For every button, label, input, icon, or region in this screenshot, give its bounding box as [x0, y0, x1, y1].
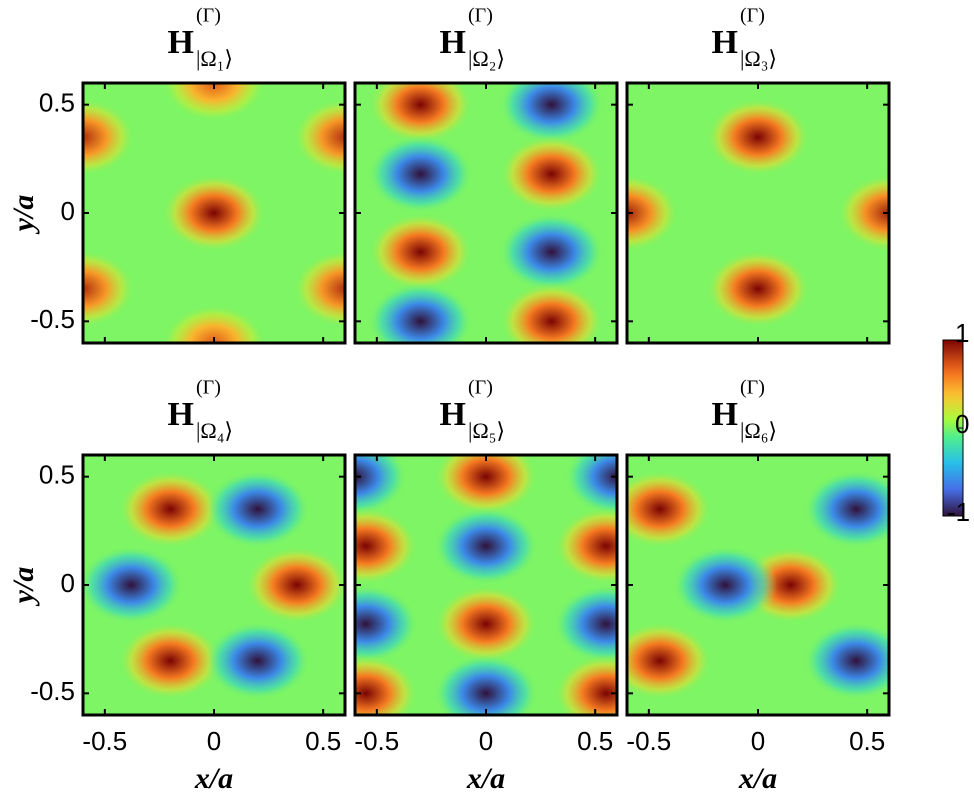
field-lobe — [553, 654, 617, 715]
panel-title-subscript: |Ω₃⟩ — [740, 46, 777, 71]
field-lobe — [368, 282, 473, 343]
panel-title-superscript: (Γ) — [740, 5, 765, 27]
field-lobe — [564, 455, 617, 516]
field-lobe — [117, 621, 223, 700]
field-lobe — [244, 546, 345, 624]
field-lobe — [83, 98, 136, 177]
heatmap — [627, 455, 889, 715]
y-tick-label: 0.5 — [39, 460, 75, 490]
field-lobe — [627, 470, 713, 549]
x-tick-label: -0.5 — [82, 726, 127, 756]
field-lobe — [627, 621, 713, 700]
field-lobe — [499, 213, 604, 291]
y-tick-label: 0 — [61, 568, 75, 598]
panel-title: H — [440, 24, 466, 61]
x-tick-label: -0.5 — [626, 726, 671, 756]
field-lobe — [433, 585, 539, 663]
y-tick-label: 0.5 — [39, 88, 75, 118]
colorbar-tick-label: 0 — [955, 409, 969, 439]
field-lobe — [368, 135, 473, 213]
field-lobe — [83, 546, 184, 624]
y-tick-label: -0.5 — [30, 304, 75, 334]
x-tick-label: 0.5 — [849, 726, 885, 756]
y-axis-label: y/a — [7, 567, 40, 607]
field-lobe — [117, 470, 223, 549]
field-lobe — [705, 98, 811, 177]
field-lobe — [499, 83, 604, 144]
panel-title-subscript: |Ω₂⟩ — [468, 46, 505, 71]
field-lobe — [292, 98, 345, 177]
panel-title-superscript: (Γ) — [196, 5, 221, 27]
field-lobe — [161, 83, 267, 122]
panel-title: H — [712, 24, 738, 61]
x-axis-label: x/a — [194, 762, 233, 795]
field-lobe — [803, 621, 889, 700]
x-tick-label: 0 — [207, 726, 221, 756]
field-lobe — [355, 585, 419, 663]
heatmap — [627, 83, 889, 343]
x-tick-label: -0.5 — [354, 726, 399, 756]
panel-title-subscript: |Ω₆⟩ — [740, 418, 777, 443]
panel-title: H — [168, 24, 194, 61]
field-lobe — [355, 507, 419, 585]
x-axis-label: x/a — [466, 762, 505, 795]
field-lobe — [553, 507, 617, 585]
field-lobe — [499, 282, 604, 343]
panel-title-superscript: (Γ) — [196, 377, 221, 399]
panel-title: H — [712, 396, 738, 433]
field-lobe — [83, 249, 136, 328]
field-lobe — [803, 470, 889, 549]
panel-title-subscript: |Ω₁⟩ — [196, 46, 233, 71]
panel-title: H — [168, 396, 194, 433]
field-lobe — [627, 174, 680, 252]
heatmap — [83, 83, 345, 343]
heatmap — [355, 455, 617, 715]
panel-title-superscript: (Γ) — [740, 377, 765, 399]
field-lobe — [292, 249, 345, 328]
field-lobe — [433, 654, 539, 715]
colorbar-tick-label: 1 — [955, 318, 969, 348]
panel-title-subscript: |Ω₄⟩ — [196, 418, 233, 443]
field-lobe — [672, 546, 778, 624]
x-tick-label: 0 — [479, 726, 493, 756]
field-lobe — [705, 249, 811, 328]
heatmap — [83, 455, 345, 715]
field-lobe — [355, 654, 419, 715]
field-lobe — [161, 174, 267, 252]
field-lobe — [836, 174, 889, 252]
field-lobe — [433, 507, 539, 585]
field-lobe — [499, 135, 604, 213]
field-lobe — [553, 585, 617, 663]
field-lobe — [368, 213, 473, 291]
x-tick-label: 0 — [751, 726, 765, 756]
field-lobe — [161, 304, 267, 343]
x-tick-label: 0.5 — [577, 726, 613, 756]
y-tick-label: -0.5 — [30, 676, 75, 706]
panel-title-subscript: |Ω₅⟩ — [468, 418, 505, 443]
panel-title: H — [440, 396, 466, 433]
heatmap — [355, 83, 617, 343]
y-tick-label: 0 — [61, 196, 75, 226]
y-axis-label: y/a — [7, 195, 40, 235]
x-axis-label: x/a — [738, 762, 777, 795]
panel-title-superscript: (Γ) — [468, 377, 493, 399]
field-lobe — [368, 83, 473, 144]
field-lobe — [205, 621, 311, 700]
field-lobe — [355, 455, 408, 516]
field-lobe — [205, 470, 311, 549]
field-lobe — [433, 455, 539, 516]
x-tick-label: 0.5 — [305, 726, 341, 756]
colorbar-tick-label: -1 — [947, 497, 970, 527]
panel-title-superscript: (Γ) — [468, 5, 493, 27]
